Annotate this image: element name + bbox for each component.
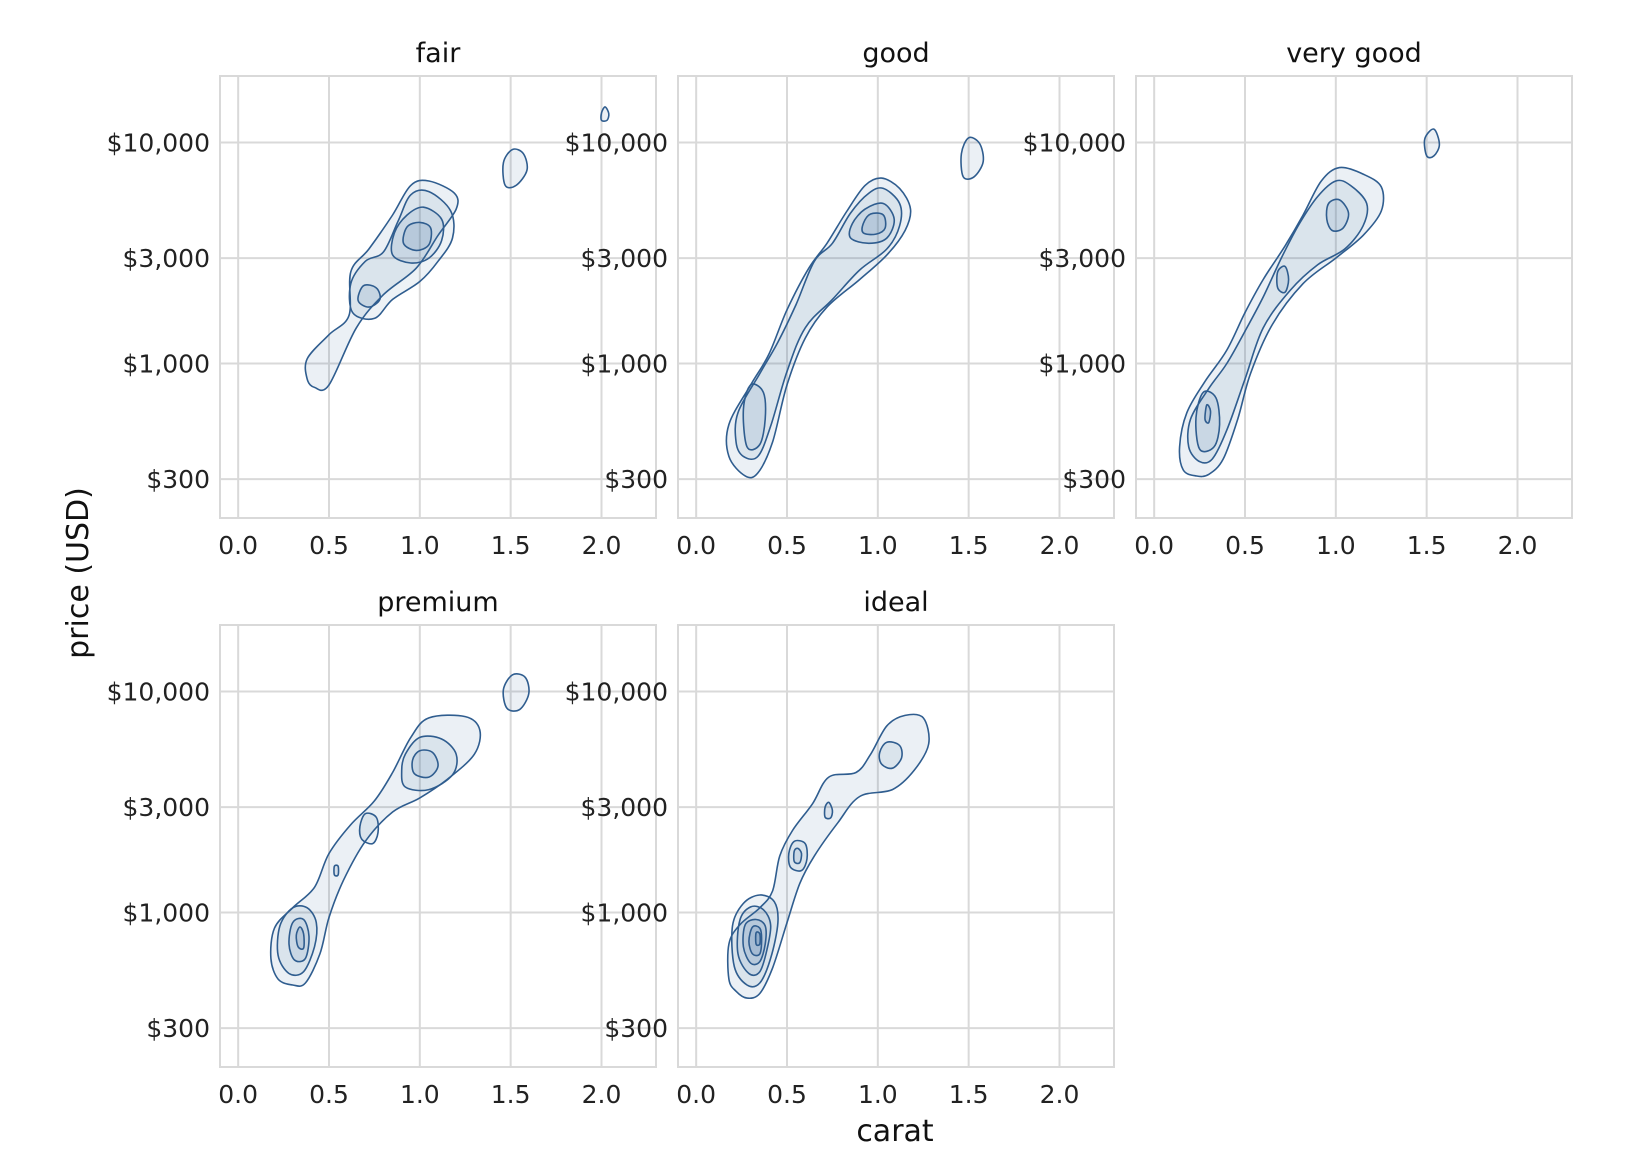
x-tick-label: 0.5 (767, 531, 807, 560)
density-contour (960, 136, 985, 180)
x-tick-label: 1.5 (949, 1080, 989, 1109)
panel-border (219, 75, 657, 519)
x-tick-label: 0.5 (1225, 531, 1265, 560)
panel-border (1135, 75, 1573, 519)
density-contours (1178, 128, 1441, 478)
y-tick-label: $1,000 (123, 899, 210, 928)
y-tick-label: $1,000 (123, 350, 210, 379)
y-tick-label: $10,000 (107, 678, 210, 707)
panel-border (677, 624, 1115, 1068)
y-tick-label: $3,000 (123, 244, 210, 273)
y-axis-title: price (USD) (61, 487, 96, 659)
x-tick-label: 1.0 (400, 1080, 440, 1109)
facet-panel: 0.0 0.5 1.0 1.5 2.0 $300 $1,000 $3,000 $10,000 pr… (107, 587, 657, 1109)
y-tick-label: $300 (604, 1014, 668, 1043)
facet-title: premium (377, 587, 498, 618)
x-tick-label: 2.0 (582, 1080, 622, 1109)
density-contour (1423, 128, 1441, 159)
y-tick-label: $1,000 (581, 899, 668, 928)
y-tick-label: $10,000 (107, 129, 210, 158)
density-contour (411, 749, 439, 779)
density-contour (1195, 390, 1221, 453)
y-tick-label: $1,000 (581, 350, 668, 379)
facet-title: ideal (863, 587, 928, 618)
y-tick-label: $300 (604, 465, 668, 494)
x-tick-label: 2.0 (1498, 531, 1538, 560)
x-tick-label: 1.5 (1407, 531, 1447, 560)
x-tick-label: 0.5 (767, 1080, 807, 1109)
x-axis-title: carat (856, 1114, 934, 1149)
facet-title: very good (1286, 38, 1422, 69)
density-contours (726, 713, 930, 1000)
y-tick-label: $3,000 (1039, 244, 1126, 273)
facet-title: good (862, 38, 929, 69)
x-tick-label: 1.0 (1316, 531, 1356, 560)
density-contour (358, 812, 380, 845)
x-tick-label: 1.5 (949, 531, 989, 560)
x-tick-label: 0.0 (218, 531, 258, 560)
x-tick-label: 0.0 (676, 531, 716, 560)
density-contour (333, 864, 340, 877)
x-tick-label: 0.0 (1134, 531, 1174, 560)
panel-border (677, 75, 1115, 519)
x-tick-label: 0.5 (309, 1080, 349, 1109)
facet-panel: 0.0 0.5 1.0 1.5 2.0 $300 $1,000 $3,000 $10,000 go… (565, 38, 1115, 560)
panel-border (219, 624, 657, 1068)
density-contour (754, 931, 762, 947)
density-contour (878, 741, 903, 770)
x-tick-label: 1.5 (491, 531, 531, 560)
x-tick-label: 2.0 (1040, 531, 1080, 560)
facet-title: fair (416, 38, 462, 69)
density-contours (269, 673, 530, 987)
density-contour (288, 917, 310, 963)
density-contour (357, 284, 382, 308)
x-tick-label: 2.0 (582, 531, 622, 560)
y-tick-label: $10,000 (565, 678, 668, 707)
density-contour (295, 926, 305, 951)
y-tick-label: $1,000 (1039, 350, 1126, 379)
density-contour (1186, 179, 1369, 464)
x-tick-label: 0.5 (309, 531, 349, 560)
density-contour (402, 221, 433, 252)
y-tick-label: $3,000 (123, 793, 210, 822)
x-tick-label: 1.0 (858, 1080, 898, 1109)
x-tick-label: 0.0 (676, 1080, 716, 1109)
x-tick-label: 2.0 (1040, 1080, 1080, 1109)
x-tick-label: 1.5 (491, 1080, 531, 1109)
density-contour (861, 212, 887, 236)
x-tick-label: 1.0 (400, 531, 440, 560)
density-contour (1204, 403, 1212, 424)
density-contour (787, 839, 809, 872)
y-tick-label: $300 (1062, 465, 1126, 494)
facet-panels: 0.0 0.5 1.0 1.5 2.0 $300 $1,000 $3,000 $10,000 fa… (107, 38, 1573, 1109)
facet-panel: 0.0 0.5 1.0 1.5 2.0 $300 $1,000 $3,000 $10,000 id… (565, 587, 1115, 1109)
density-contour (1276, 265, 1290, 294)
density-contour (502, 148, 529, 189)
density-contours (725, 136, 985, 479)
y-tick-label: $10,000 (1023, 129, 1126, 158)
density-contour (734, 187, 903, 461)
y-tick-label: $10,000 (565, 129, 668, 158)
density-contour (502, 673, 530, 712)
y-tick-label: $300 (146, 465, 210, 494)
density-contour (400, 735, 458, 792)
density-contours (304, 106, 610, 392)
density-contour (742, 383, 767, 451)
y-tick-label: $3,000 (581, 244, 668, 273)
density-contour (823, 801, 834, 820)
x-tick-label: 0.0 (218, 1080, 258, 1109)
density-contour (390, 206, 445, 264)
density-contour (792, 847, 803, 865)
y-tick-label: $300 (146, 1014, 210, 1043)
facet-panel: 0.0 0.5 1.0 1.5 2.0 $300 $1,000 $3,000 $10,000 ve… (1023, 38, 1573, 560)
x-tick-label: 1.0 (858, 531, 898, 560)
density-contour (848, 202, 896, 245)
density-contour (1325, 198, 1350, 232)
density-contour (1178, 166, 1385, 478)
facet-panel: 0.0 0.5 1.0 1.5 2.0 $300 $1,000 $3,000 $10,000 fa… (107, 38, 657, 560)
y-tick-label: $3,000 (581, 793, 668, 822)
density-contour (725, 177, 912, 479)
density-contour (600, 106, 610, 122)
